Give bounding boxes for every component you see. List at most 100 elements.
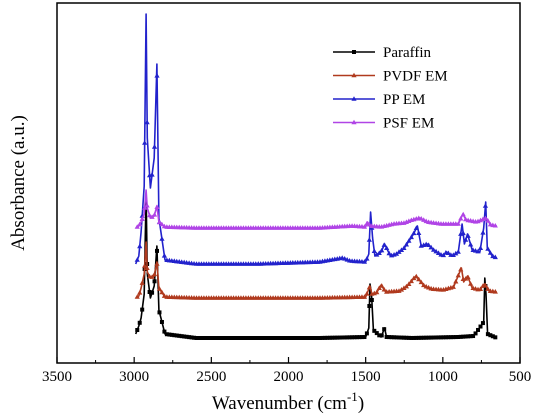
series-0-point [369,298,374,302]
series-2-point [477,245,484,250]
series-0-point [493,335,498,340]
series-1-point [139,280,145,285]
series-1-point [482,282,489,288]
legend-marker-0 [352,50,356,54]
series-2-point [403,241,410,247]
series-0-point [155,248,160,253]
series-0-point [152,279,157,284]
series-2-point [371,248,377,253]
series-2-point [455,249,461,254]
x-tick-label-0: 3500 [42,369,72,385]
series-3-point [460,211,466,217]
series-2-point [379,247,385,253]
legend-label-2: PP EM [383,92,425,108]
series-3-point [455,221,461,226]
series-3-point [458,215,464,221]
series-1-point [396,288,402,293]
series-2-point [480,230,486,235]
series-2-point [393,251,400,256]
series-markers-3 [134,202,498,230]
series-1-point [366,284,372,290]
legend-item-1: PVDF EM [333,69,448,85]
series-1-point [413,273,419,279]
series-3-point [144,202,150,208]
series-2-point [416,230,422,235]
series-1-point [403,283,410,289]
legend-label-1: PVDF EM [383,69,448,85]
series-1-point [144,265,150,271]
series-markers-1 [134,261,498,300]
series-line-3 [135,189,497,229]
series-1-point [151,271,158,277]
series-1-point [421,282,427,288]
series-1-point [468,281,474,286]
series-2-point [151,144,158,149]
series-3-point [361,224,368,229]
series-2-point [149,172,155,177]
series-2-point [398,247,405,252]
series-1-point [381,286,387,292]
series-1-point [361,294,368,299]
series-2-point [408,234,414,240]
series-1-point [137,290,143,295]
x-tick-label-3: 2000 [274,369,304,385]
series-2-point [396,249,402,254]
series-3-point [137,221,143,227]
series-2-point [361,259,368,264]
series-1-point [149,274,155,279]
series-0 [134,193,498,340]
series-2-point [453,250,459,256]
x-tick-label-2: 2500 [196,369,226,385]
series-2-point [435,250,442,255]
legend: Paraffin PVDF EM PP EM PSF EM [322,40,512,140]
series-1-point [374,289,380,295]
series-2-point [376,250,382,255]
series-2-point [401,245,407,251]
legend-label-3: PSF EM [383,116,434,132]
series-2-point [159,236,165,241]
series-1-point [453,278,459,284]
series-2-point [374,252,380,257]
series-2-point [468,241,474,247]
series-layer [134,13,498,340]
series-3-point [147,212,153,218]
series-2-point [137,243,143,249]
series-2-point [428,244,434,250]
series-3-point [139,216,145,221]
series-1-point [411,275,417,281]
series-2-point [450,252,456,257]
series-0-point [157,310,162,315]
series-markers-0 [135,248,498,340]
series-1-point [450,284,456,289]
series-3-point [366,221,372,227]
series-3-point [492,222,498,228]
series-1-point [477,286,484,291]
series-0-point [382,327,387,332]
series-3 [134,189,498,230]
series-2-point [426,242,432,247]
legend-item-3: PSF EM [333,116,434,132]
series-0-point [137,320,142,325]
series-2-point [144,119,150,125]
x-tick-label-4: 1500 [351,369,381,385]
x-tick-label-6: 500 [509,369,532,385]
series-1-point [492,289,498,294]
series-1-point [134,294,140,299]
series-1-point [418,279,424,285]
series-2-point [430,247,437,252]
series-0-point [140,307,145,312]
series-2-point [463,237,469,242]
series-2-point [411,230,417,236]
series-1-point [406,281,412,286]
series-3-point [485,218,491,223]
x-axis-label: Wavenumber (cm-1) [212,389,364,414]
legend-item-2: PP EM [333,92,425,108]
series-2-point [364,256,370,261]
series-1-point [379,283,385,288]
series-0-point [480,321,485,326]
x-axis-label-superscript: -1 [347,389,358,404]
series-3-point [156,219,163,225]
series-1-point [364,291,370,296]
series-1-point [455,272,461,278]
legend-marker-2 [351,96,357,101]
